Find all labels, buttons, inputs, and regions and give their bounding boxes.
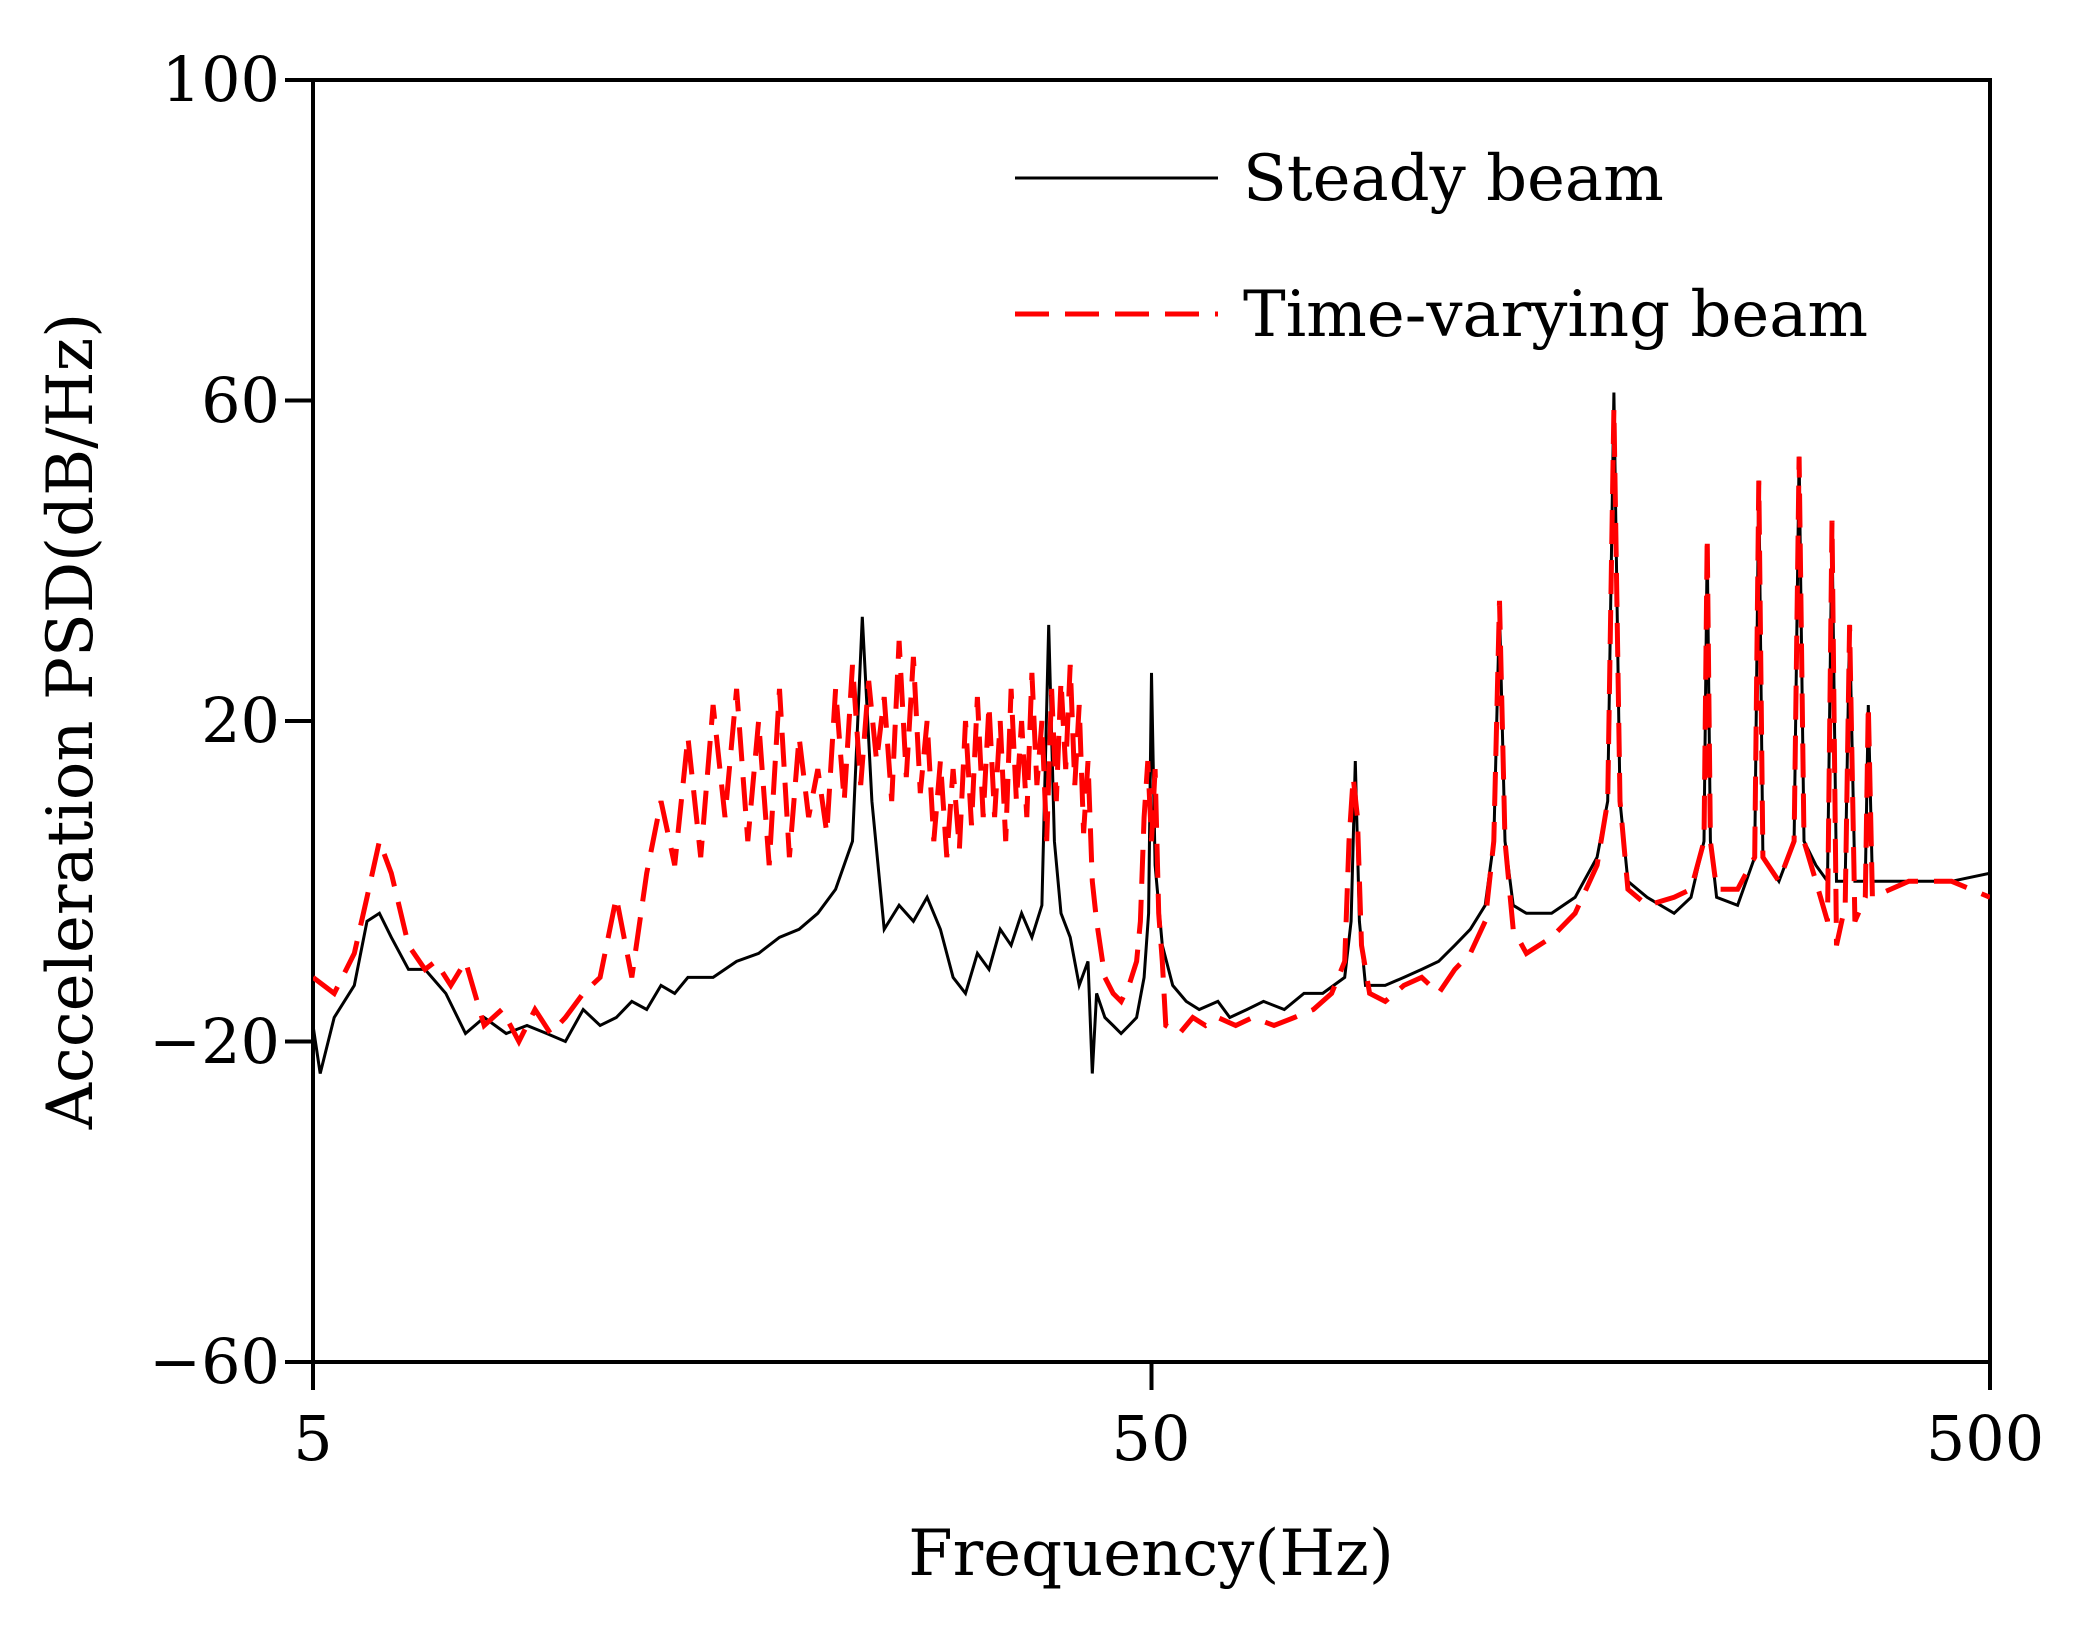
legend-label-steady-beam: Steady beam: [1243, 142, 1664, 216]
y-tick-label-60: 60: [201, 364, 280, 437]
legend-label-time-varying-beam: Time-varying beam: [1243, 278, 1868, 352]
y-axis-ticks: [285, 78, 313, 1364]
y-tick-label-20: 20: [201, 684, 280, 757]
y-tick-label-neg20: −20: [149, 1005, 280, 1078]
y-tick-label-neg60: −60: [149, 1325, 280, 1398]
x-tick-label-500: 500: [1926, 1402, 2044, 1475]
x-axis-ticks: [311, 1362, 1992, 1390]
series-line-steady-beam: [313, 392, 1990, 1074]
x-tick-label-50: 50: [1112, 1402, 1191, 1475]
legend: Steady beam Time-varying beam: [1015, 142, 1868, 352]
x-tick-label-5: 5: [293, 1402, 332, 1475]
y-axis-title: Acceleration PSD(dB/Hz): [34, 313, 108, 1130]
series-line-time-varying-beam: [313, 408, 1990, 1047]
y-tick-label-100: 100: [162, 43, 280, 116]
x-axis-title: Frequency(Hz): [908, 1517, 1394, 1591]
